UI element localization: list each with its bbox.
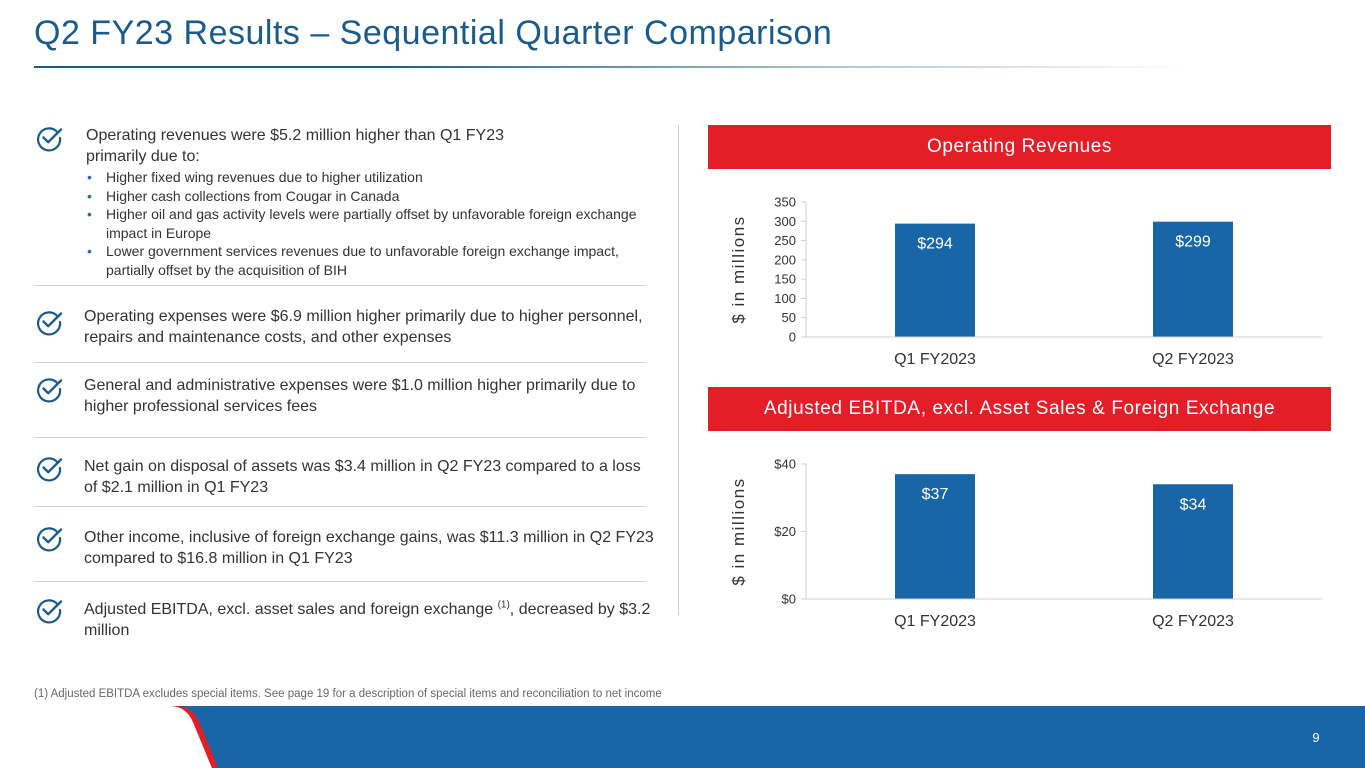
column-divider xyxy=(678,125,679,615)
x-tick-label: Q1 FY2023 xyxy=(894,613,976,630)
logo-text: Bristow xyxy=(74,723,159,752)
item-text-part: , decreased by $3.2 million xyxy=(84,601,651,639)
chart-title-banner: Adjusted EBITDA, excl. Asset Sales & For… xyxy=(708,387,1331,431)
item-text: Net gain on disposal of assets was $3.4 … xyxy=(84,458,641,496)
data-label: $294 xyxy=(917,236,953,253)
data-label: $34 xyxy=(1180,496,1207,513)
y-tick-label: $0 xyxy=(782,592,796,607)
y-tick-label: 200 xyxy=(774,252,796,267)
divider xyxy=(34,362,646,363)
y-axis-label: $ in millions xyxy=(729,215,748,323)
y-tick-label: 250 xyxy=(774,233,796,248)
item-text: Operating revenues were $5.2 million hig… xyxy=(86,127,505,165)
bullet-item: Higher oil and gas activity levels were … xyxy=(86,205,646,242)
page-title: Q2 FY23 Results – Sequential Quarter Com… xyxy=(34,14,833,52)
y-tick-label: 300 xyxy=(774,214,796,229)
bar xyxy=(1153,484,1233,599)
y-tick-label: 350 xyxy=(774,195,796,210)
footer-tab-shape xyxy=(0,706,218,768)
list-item: Operating revenues were $5.2 million hig… xyxy=(34,120,646,286)
operating-revenues-chart: $ in millions 0 50 100 150 200 250 300 350 $294 Q1… xyxy=(729,195,1322,368)
list-item: Other income, inclusive of foreign excha… xyxy=(34,507,654,582)
check-circle-icon xyxy=(37,378,63,403)
y-tick-label: 0 xyxy=(789,330,796,345)
divider xyxy=(34,581,646,582)
footnote-marker: (1) xyxy=(497,599,510,611)
divider xyxy=(34,437,646,438)
check-circle-icon xyxy=(37,527,63,552)
x-tick-label: Q2 FY2023 xyxy=(1152,613,1234,630)
y-tick-label: 150 xyxy=(774,272,796,287)
chart-title-banner: Operating Revenues xyxy=(708,125,1331,169)
check-circle-icon xyxy=(37,599,63,624)
x-tick-label: Q2 FY2023 xyxy=(1152,351,1234,368)
check-circle-icon xyxy=(37,311,63,336)
list-item: General and administrative expenses were… xyxy=(34,363,646,438)
bullet-item: Lower government services revenues due t… xyxy=(86,242,646,279)
page-number: 9 xyxy=(1312,730,1320,745)
list-item: Net gain on disposal of assets was $3.4 … xyxy=(34,438,646,507)
y-axis-label: $ in millions xyxy=(729,477,748,585)
item-text: General and administrative expenses were… xyxy=(84,377,636,415)
bristow-logo: Bristow xyxy=(36,721,159,755)
bullet-item: Higher cash collections from Cougar in C… xyxy=(86,187,536,206)
bar xyxy=(1153,221,1233,337)
item-text: Other income, inclusive of foreign excha… xyxy=(84,529,654,567)
data-label: $37 xyxy=(922,486,949,503)
bullet-item: Higher fixed wing revenues due to higher… xyxy=(86,168,536,187)
y-tick-label: $20 xyxy=(774,524,796,539)
bar xyxy=(895,474,975,599)
list-item: Adjusted EBITDA, excl. asset sales and f… xyxy=(34,582,650,652)
adjusted-ebitda-chart: $ in millions $0 $20 $40 $37 Q1 FY2023 $34 Q2 F… xyxy=(729,457,1322,630)
footer-bar xyxy=(0,706,1365,768)
x-tick-label: Q1 FY2023 xyxy=(894,351,976,368)
divider xyxy=(34,285,646,286)
divider xyxy=(34,506,646,507)
bristow-logo-icon xyxy=(38,726,68,751)
item-text: Adjusted EBITDA, excl. asset sales and f… xyxy=(84,599,654,641)
y-tick-label: $40 xyxy=(774,457,796,472)
title-underline xyxy=(34,66,1184,68)
footnote: (1) Adjusted EBITDA excludes special ite… xyxy=(34,688,662,700)
data-label: $299 xyxy=(1175,234,1211,251)
y-tick-label: 50 xyxy=(782,310,796,325)
check-circle-icon xyxy=(37,127,63,152)
check-circle-icon xyxy=(37,457,63,482)
item-text-part: Adjusted EBITDA, excl. asset sales and f… xyxy=(84,601,498,618)
y-tick-label: 100 xyxy=(774,291,796,306)
item-text: Operating expenses were $6.9 million hig… xyxy=(84,308,643,346)
bar xyxy=(895,223,975,337)
list-item: Operating expenses were $6.9 million hig… xyxy=(34,286,646,363)
bullet-list: Higher fixed wing revenues due to higher… xyxy=(86,168,636,279)
